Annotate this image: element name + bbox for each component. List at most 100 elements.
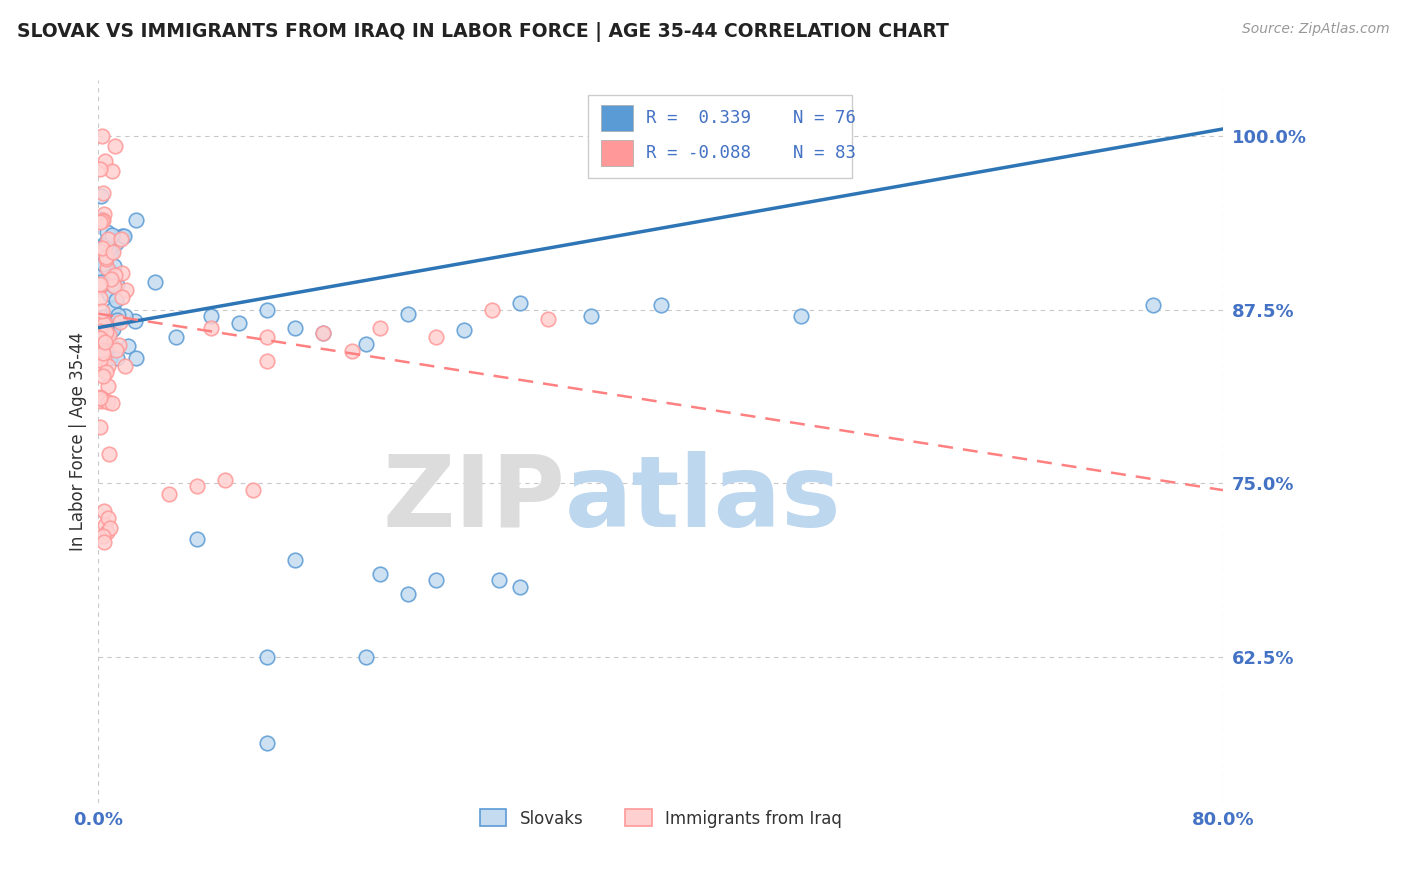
Point [98,351,121,366]
Point [110,228,132,243]
Point [125,213,148,227]
Point [368,320,391,334]
Point [90,334,112,348]
Point [425,574,447,588]
Point [91,368,114,383]
Text: R =  0.339    N = 76: R = 0.339 N = 76 [647,109,856,127]
Point [312,326,335,341]
Point [93,351,115,366]
Point [96,250,118,264]
Point [579,310,602,324]
Point [105,235,128,250]
Point [89,278,111,293]
Point [396,587,419,601]
Point [89,161,111,176]
Point [91,304,114,318]
Point [453,323,475,337]
Point [89,332,111,346]
Point [104,268,127,282]
Point [89,278,111,293]
Point [91,257,114,271]
Point [165,330,187,344]
Point [94,335,117,350]
Point [91,346,114,360]
Point [98,521,121,535]
Point [1142,298,1164,312]
Point [94,252,117,266]
Point [101,244,124,259]
Point [89,390,111,404]
Point [186,479,208,493]
Point [94,517,117,532]
Point [93,393,115,408]
Point [101,301,124,316]
Point [790,310,813,324]
Text: SLOVAK VS IMMIGRANTS FROM IRAQ IN LABOR FORCE | AGE 35-44 CORRELATION CHART: SLOVAK VS IMMIGRANTS FROM IRAQ IN LABOR … [17,22,949,42]
Point [228,317,250,331]
Point [100,244,122,259]
Point [96,524,118,539]
Point [481,302,503,317]
Point [396,307,419,321]
Point [157,487,180,501]
Point [111,266,134,280]
Point [89,261,111,276]
Point [89,391,111,405]
Point [89,336,111,351]
Point [98,263,121,277]
Point [101,322,124,336]
Point [103,259,125,273]
Point [93,534,115,549]
Point [96,325,118,339]
Point [107,338,129,352]
Point [93,504,115,518]
Point [101,278,124,293]
Point [256,302,278,317]
FancyBboxPatch shape [602,140,633,166]
Point [93,207,115,221]
Point [93,243,115,257]
Point [117,339,139,353]
Point [90,275,112,289]
Point [354,649,377,664]
Point [94,365,117,379]
Point [100,266,122,280]
Point [91,240,114,254]
Point [105,278,128,293]
Point [90,344,112,359]
Point [125,351,148,366]
Y-axis label: In Labor Force | Age 35-44: In Labor Force | Age 35-44 [69,332,87,551]
Point [89,215,111,229]
Point [96,261,118,276]
Point [96,225,118,239]
Point [97,243,120,257]
Point [91,212,114,227]
Point [94,153,117,168]
Point [91,351,114,366]
Point [354,337,377,351]
Point [103,341,125,355]
Point [89,317,111,331]
Point [90,360,112,375]
Point [104,139,127,153]
Point [89,277,111,292]
Text: R = -0.088    N = 83: R = -0.088 N = 83 [647,145,856,162]
Point [89,244,111,258]
Point [90,213,112,227]
Text: Source: ZipAtlas.com: Source: ZipAtlas.com [1241,22,1389,37]
Point [105,343,128,358]
Point [90,394,112,409]
Point [97,359,120,374]
Point [284,552,307,566]
Point [91,186,114,200]
Point [101,396,124,410]
Point [312,326,335,341]
Point [256,354,278,368]
Point [200,310,222,324]
Point [89,291,111,305]
Point [94,241,117,255]
Point [214,474,236,488]
Point [425,330,447,344]
Point [89,267,111,281]
Point [93,319,115,334]
